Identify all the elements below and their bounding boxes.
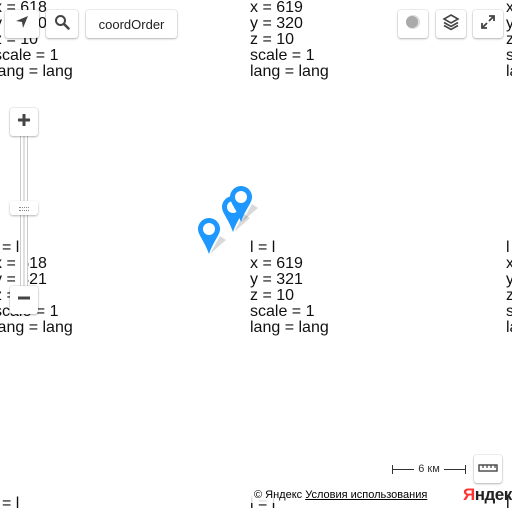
map-placemark-3[interactable] bbox=[228, 184, 260, 222]
plus-icon bbox=[17, 113, 31, 132]
search-button[interactable] bbox=[46, 10, 78, 38]
tile-param-line: l = l bbox=[506, 495, 510, 512]
geolocation-button[interactable] bbox=[5, 10, 39, 38]
tile-param-line: l = l bbox=[2, 495, 20, 512]
tile-param-line: x = 620 bbox=[506, 255, 512, 272]
yandex-logo[interactable]: Яндекс bbox=[463, 485, 512, 505]
yandex-logo-rest: ндекс bbox=[474, 485, 512, 504]
fullscreen-button[interactable] bbox=[473, 10, 503, 38]
tile-param-line: lang = lang bbox=[0, 319, 73, 336]
coord-order-button[interactable]: coordOrder bbox=[86, 10, 177, 38]
tile-param-line: z = 10 bbox=[250, 287, 295, 304]
tile-param-line: z = 10 bbox=[506, 31, 512, 48]
scale-line: 6 км bbox=[392, 462, 466, 476]
traffic-button[interactable] bbox=[398, 10, 428, 38]
ruler-icon bbox=[478, 460, 498, 478]
tile-param-line: scale = 1 bbox=[506, 303, 512, 320]
ruler-button[interactable] bbox=[474, 455, 502, 483]
tile-param-line: lang = lang bbox=[506, 319, 512, 336]
minus-icon bbox=[17, 291, 31, 310]
tile-param-line: lang = lang bbox=[506, 63, 512, 80]
tile-param-line: y = 320 bbox=[506, 15, 512, 32]
traffic-light-icon bbox=[404, 13, 422, 36]
tile-param-line: scale = 1 bbox=[0, 47, 59, 64]
expand-icon bbox=[480, 14, 496, 35]
coord-order-label: coordOrder bbox=[98, 16, 165, 32]
tile-param-line: z = 10 bbox=[250, 31, 295, 48]
tile-param-line: lang = lang bbox=[0, 63, 73, 80]
tile-param-line: scale = 1 bbox=[250, 303, 315, 320]
layers-button[interactable] bbox=[436, 10, 466, 38]
tile-param-line: y = 321 bbox=[250, 271, 303, 288]
tile-param-line: l = l bbox=[506, 239, 510, 256]
geolocation-arrow-icon bbox=[14, 14, 30, 35]
tile-param-line: y = 321 bbox=[506, 271, 512, 288]
tile-param-line: l = l bbox=[2, 239, 20, 256]
copyright-text: © Яндекс bbox=[254, 489, 303, 501]
scale-label: 6 км bbox=[418, 463, 440, 475]
tile-param-line: scale = 1 bbox=[250, 47, 315, 64]
tile-param-line: lang = lang bbox=[250, 319, 329, 336]
tile-param-line: l = l bbox=[250, 495, 276, 512]
tile-param-line: x = 620 bbox=[506, 0, 512, 16]
copyright-bar: © Яндекс Условия использования bbox=[248, 487, 434, 503]
map-tile-label: l = lx = 620y = 322 bbox=[504, 268, 512, 512]
tile-param-line: lang = lang bbox=[250, 63, 329, 80]
tile-param-line: scale = 1 bbox=[506, 47, 512, 64]
tile-param-line: l = l bbox=[250, 239, 276, 256]
zoom-in-button[interactable] bbox=[10, 108, 38, 136]
tile-param-line: x = 619 bbox=[250, 0, 303, 16]
zoom-slider-handle[interactable] bbox=[10, 201, 38, 215]
layers-icon bbox=[442, 13, 460, 36]
map-placemark-1[interactable] bbox=[196, 216, 228, 254]
tile-param-line: z = 10 bbox=[506, 287, 512, 304]
zoom-out-button[interactable] bbox=[10, 286, 38, 314]
tile-param-line: y = 320 bbox=[250, 15, 303, 32]
tile-param-line: x = 619 bbox=[250, 255, 303, 272]
yandex-logo-first-letter: Я bbox=[463, 485, 475, 504]
search-icon bbox=[54, 14, 70, 35]
terms-of-use-link[interactable]: Условия использования bbox=[305, 489, 428, 501]
